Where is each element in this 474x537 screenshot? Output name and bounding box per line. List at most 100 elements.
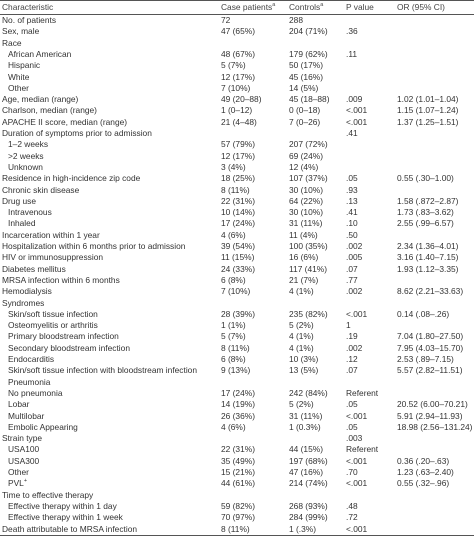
table-cell: 10 (14%) [221,207,255,218]
table-cell: Age, median (range) [2,94,78,105]
cell-text: 15 (21%) [221,467,255,477]
cell-text: 8 (11%) [221,184,250,195]
cell-text: Secondary bloodstream infection [8,342,130,353]
cell-text: 4 (6%) [221,229,246,240]
table-cell: 57 (79%) [221,139,255,150]
cell-text: Sex, male [2,26,40,37]
table-cell: 0.36 (.20–.63) [397,456,449,467]
cell-text: Syndromes [2,297,45,308]
table-cell: 2.34 (1.36–4.01) [397,241,458,252]
cell-text: .50 [346,229,358,240]
table-row: Age, median (range) 49 (20–88) 45 (18–88).… [0,94,474,105]
cell-text: Multilobar [8,410,45,421]
cell-text: Residence in high-incidence zip code [2,173,141,184]
cell-text: 214 (74%) [289,478,328,489]
cell-text: 48 (67%) [221,48,255,59]
table-cell: 5 (2%) [289,320,314,331]
cell-text: 1.73 (.83–3.62) [397,207,454,218]
table-row: PVL+ 44 (61%) 214 (74%) <.001 0.55 (.32–.96) [0,478,474,489]
cell-text: Chronic skin disease [2,184,80,195]
cell-text: 47 (65%) [221,26,255,37]
cell-text: African American [8,48,72,59]
table-row: Chronic skin disease 8 (11%) 30 (10%) .93 [0,185,474,196]
table-cell: 14 (5%) [289,83,318,94]
cell-text: 11 (15%) [221,252,255,263]
cell-text: APACHE II score, median (range) [2,116,128,127]
cell-text: 100 (35%) [289,241,328,251]
cell-text: 2.34 (1.36–4.01) [397,241,459,251]
table-cell: 5 (2%) [289,399,314,410]
cell-text: 21 (7%) [289,274,319,285]
table-cell: .11 [346,49,357,60]
table-cell: 7 (10%) [221,83,250,94]
table-cell: African American [8,49,71,60]
table-cell: 45 (16%) [289,72,323,83]
cell-text: 5 (2%) [289,320,314,331]
cell-text: 30 (10%) [289,184,323,195]
table-cell: 0 (0–18) [289,105,320,116]
table-cell: 20.52 (6.00–70.21) [397,399,468,410]
cell-text: 14 (19%) [221,399,255,410]
table-cell: Inhaled [8,218,35,229]
cell-text: 1.37 (1.25–1.51) [397,116,459,127]
table-row: Hospitalization within 6 months prior to… [0,241,474,252]
cell-text: 14 (5%) [289,82,319,93]
cell-text: Skin/soft tissue infection with bloodstr… [8,365,197,376]
table-row: Other 7 (10%) 14 (5%) [0,83,474,94]
table-row: Syndromes [0,298,474,309]
table-cell: Skin/soft tissue infection with bloodstr… [8,365,197,376]
cell-text: Other [8,82,29,93]
table-row: Death attributable to MRSA infection 8 (1… [0,524,474,535]
cell-text: .05 [346,173,358,184]
table-cell: 8 (11%) [221,524,250,535]
table-cell: Referent [346,444,378,455]
table-cell: Intravenous [8,207,52,218]
table-row: Skin/soft tissue infection 28 (39%) 235 (8… [0,309,474,320]
table-cell: .002 [346,241,362,252]
table-cell: 12 (17%) [221,72,255,83]
cell-text: 7.04 (1.80–27.50) [397,331,464,342]
cell-text: Time to effective therapy [2,489,94,500]
table-cell: 6 (8%) [221,275,246,286]
cell-text: No pneumonia [8,387,63,398]
cell-text: MRSA infection within 6 months [2,274,120,285]
cell-text: 0.55 (.32–.96) [397,478,450,489]
cell-text: .002 [346,342,363,353]
cell-text: 1 (0–12) [221,105,253,116]
table-cell: Embolic Appearing [8,422,78,433]
cell-text: USA300 [8,455,40,466]
cell-text: 4 (1%) [289,331,314,342]
cell-text: 12 (17%) [221,150,255,161]
cell-text: .009 [346,94,363,105]
cell-text: 204 (71%) [289,26,328,37]
cell-text: USA100 [8,444,40,455]
table-cell: .07 [346,264,358,275]
cell-text: Diabetes mellitus [2,263,66,274]
cell-text: 0.55 (.30–1.00) [397,173,454,184]
table-cell: 24 (33%) [221,264,255,275]
cell-text: 8 (11%) [221,342,250,353]
table-cell: 70 (97%) [221,512,255,523]
table-cell: 242 (84%) [289,388,328,399]
header-text: OR (95% CI) [397,2,445,12]
cell-text: .05 [346,421,358,432]
cell-text: 22 (31%) [221,444,255,455]
table-cell: 13 (5%) [289,365,318,376]
table-cell: 1.93 (1.12–3.35) [397,264,458,275]
table-cell: Death attributable to MRSA infection [2,524,137,535]
header-cell: OR (95% CI) [397,1,445,14]
table-cell: Skin/soft tissue infection [8,309,98,320]
cell-text: 0.14 (.08–.26) [397,308,450,319]
cell-text: 8.62 (2.21–33.63) [397,286,464,297]
table-cell: 179 (62%) [289,49,328,60]
table-cell: Sex, male [2,26,39,37]
table-cell: Incarceration within 1 year [2,230,100,241]
table-cell: 21 (7%) [289,275,318,286]
cell-text: 59 (82%) [221,500,255,511]
table-cell: .05 [346,422,358,433]
table-cell: .72 [346,512,358,523]
cell-text: 5 (7%) [221,331,246,342]
cell-text: 18 (25%) [221,173,255,184]
table-cell: 44 (15%) [289,444,323,455]
cell-text: >2 weeks [8,150,44,161]
